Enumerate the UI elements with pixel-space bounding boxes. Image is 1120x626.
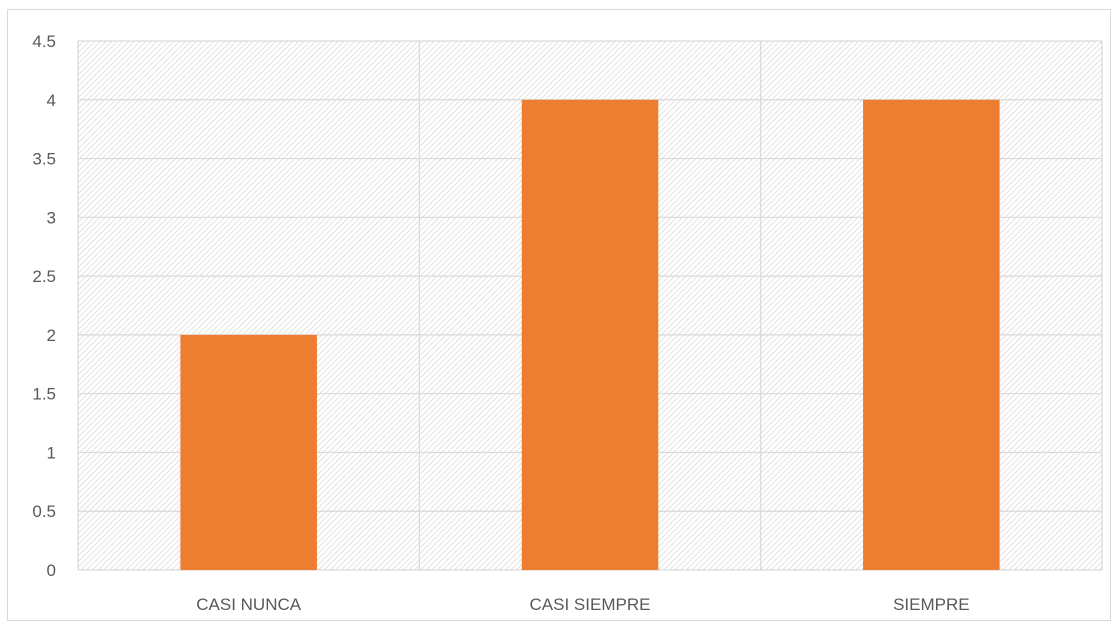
- x-tick-label: SIEMPRE: [893, 595, 970, 614]
- y-tick-label: 0.5: [32, 502, 56, 521]
- y-tick-label: 2: [47, 326, 56, 345]
- y-tick-label: 3: [47, 208, 56, 227]
- y-tick-label: 4.5: [32, 32, 56, 51]
- bar: [180, 334, 317, 570]
- bar: [863, 99, 1000, 571]
- x-axis-tick-labels: CASI NUNCA CASI SIEMPRE SIEMPRE: [196, 595, 969, 614]
- y-tick-label: 0: [47, 561, 56, 580]
- x-tick-label: CASI SIEMPRE: [530, 595, 651, 614]
- x-tick-label: CASI NUNCA: [196, 595, 302, 614]
- bars: [180, 99, 1000, 571]
- y-tick-label: 4: [47, 91, 56, 110]
- y-tick-label: 3.5: [32, 150, 56, 169]
- y-tick-label: 2.5: [32, 267, 56, 286]
- y-axis-tick-labels: 0 0.5 1 1.5 2 2.5 3 3.5 4 4.5: [32, 32, 56, 580]
- y-tick-label: 1.5: [32, 385, 56, 404]
- y-tick-label: 1: [47, 443, 56, 462]
- bar: [521, 99, 659, 571]
